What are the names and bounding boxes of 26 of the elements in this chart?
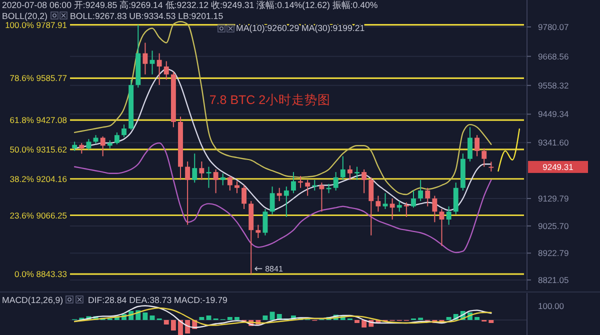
ref-line-label: 50.0% 9315.62 (10, 144, 68, 154)
ref-line-label: 38.2% 9204.16 (10, 174, 68, 184)
ref-line-label: 78.6% 9585.77 (10, 73, 68, 84)
text: 7.8 BTC 2小时走势图 (209, 93, 331, 107)
ref-line-label: 61.8% 9427.08 (10, 115, 68, 126)
annotation: 2020-07-08 06:00 开:9249.85 高:9269.14 低:9232.12 收:9249.31 涨幅:0.14%(12.62) 振幅:0.40% (2, 0, 378, 10)
y-tick-label: 8922.79 (538, 248, 569, 258)
annotation: MA(10):9260.29 MA(30):9199.21 (236, 23, 365, 33)
y-tick-label: 9341.60 (538, 138, 569, 148)
text: 9249.31 (542, 162, 574, 172)
text: 100.00 (538, 301, 564, 311)
y-tick-label: 9780.07 (538, 22, 569, 32)
y-tick-label: 9129.79 (538, 193, 569, 204)
text: DIF:28.84 DEA:38.73 MACD:-19.79 (88, 295, 228, 305)
y-tick-label: 8821.05 (538, 274, 569, 285)
text: BOLL(20,2) (2, 11, 48, 21)
ref-line-label: 100.0% 9787.91 (5, 20, 68, 30)
y-tick-label: 9668.56 (538, 51, 569, 62)
y-tick-label: 9025.70 (538, 220, 569, 231)
y-tick-label: 9449.34 (538, 109, 569, 120)
ref-line-label: 23.6% 9066.25 (10, 210, 68, 220)
annotation: 8841 (265, 264, 284, 274)
text: MACD(12,26,9) (2, 295, 64, 305)
ref-line-label: 0.0% 8843.33 (14, 269, 68, 280)
annotation: BOLL:9267.83 UB:9334.53 LB:9201.15 (70, 11, 224, 21)
y-tick-label: 9558.32 (538, 80, 569, 90)
